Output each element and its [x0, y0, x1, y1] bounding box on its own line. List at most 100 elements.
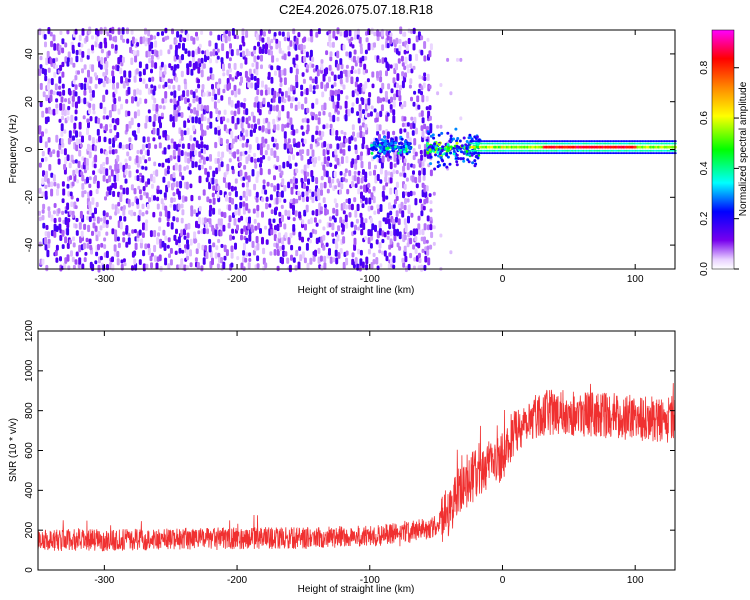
spectrogram-cell: [212, 170, 216, 178]
spectrogram-cell: [660, 145, 663, 149]
spectrogram-cell: [202, 156, 206, 165]
spectrogram-cell: [262, 31, 266, 37]
spectrogram-cell: [122, 208, 126, 216]
spectrogram-cell: [74, 84, 78, 90]
spectrogram-cell: [367, 229, 371, 237]
spectrogram-cell: [482, 152, 484, 155]
spectrogram-cell: [332, 207, 336, 214]
spectrogram-cell: [203, 147, 206, 155]
spectrogram-cell: [459, 116, 463, 121]
spectrogram-cell: [537, 152, 540, 155]
spectrogram-cell: [378, 242, 382, 249]
spectrogram-cell: [379, 263, 383, 268]
spectrogram-cell: [173, 234, 177, 241]
spectrogram-cell: [587, 140, 590, 143]
spectrogram-cell: [46, 116, 50, 123]
spectrogram-cell: [116, 65, 120, 72]
spectrogram-cell: [668, 149, 671, 152]
spectrogram-cell: [255, 68, 259, 76]
spectrogram-cell: [545, 149, 548, 152]
spectrogram-cell: [350, 76, 354, 85]
spectrogram-cell: [576, 149, 578, 152]
spectrogram-cell: [379, 110, 383, 118]
spectrogram-cell: [153, 97, 157, 104]
spectrogram-cell: [66, 254, 70, 262]
spectrogram-cell: [96, 180, 100, 189]
spectrogram-cell: [270, 38, 274, 44]
spectrogram-cell: [283, 124, 287, 129]
spectrogram-cell: [395, 216, 398, 223]
spectrogram-cell: [246, 188, 250, 196]
spectrogram-cell: [658, 140, 661, 143]
spectrogram-cell: [152, 211, 156, 218]
spectrogram-cell: [192, 37, 196, 45]
spectrogram-cell: [406, 64, 410, 69]
spectrogram-cell: [55, 64, 58, 70]
spectrogram-cell: [591, 142, 594, 145]
spectrogram-cell: [133, 111, 137, 119]
spectrogram-cell: [412, 101, 416, 107]
spectrogram-cells: [38, 26, 677, 273]
spectrogram-cell: [414, 176, 418, 184]
spectrogram-cell: [153, 244, 157, 253]
spectrogram-cell: [152, 176, 156, 184]
spectrogram-cell: [423, 223, 427, 231]
spectrogram-cell: [133, 211, 137, 217]
spectrogram-cell: [188, 170, 192, 175]
spectrogram-cell: [38, 210, 41, 216]
spectrogram-cell: [260, 89, 264, 96]
spectrogram-cell: [403, 234, 407, 241]
spectrogram-cell: [177, 143, 181, 148]
spectrogram-cell: [381, 139, 385, 143]
spectrogram-cell: [288, 155, 291, 162]
spectrogram-cell: [329, 56, 333, 62]
spectrogram-cell: [66, 183, 70, 189]
spectrogram-cell: [69, 210, 73, 216]
spectrogram-cell: [161, 162, 165, 168]
spectrogram-cell: [113, 251, 117, 257]
spectrogram-cell: [318, 264, 322, 269]
spectrogram-cell: [273, 90, 277, 99]
spectrogram-cell: [364, 56, 368, 61]
spectrogram-cell: [612, 140, 615, 143]
spectrogram-cell: [496, 152, 499, 155]
spectrogram-cell: [671, 145, 674, 149]
spectrogram-cell: [118, 96, 121, 102]
spectrogram-cell: [599, 149, 602, 152]
spectrogram-cell: [326, 82, 329, 89]
spectrogram-cell: [99, 64, 103, 70]
spectrogram-cell: [405, 152, 409, 156]
spectrogram-cell: [234, 90, 238, 98]
spectrogram-cell: [275, 104, 279, 112]
spectrogram-cell: [665, 149, 668, 152]
spectrogram-cell: [344, 168, 348, 174]
spectrogram-cell: [360, 229, 364, 236]
spectrogram-cell: [521, 145, 524, 149]
spectrogram-cell: [130, 184, 134, 191]
spectrogram-cell: [136, 149, 140, 155]
spectrogram-cell: [555, 140, 558, 143]
spectrogram-cell: [201, 244, 205, 251]
spectrogram-cell: [534, 140, 537, 143]
spectrogram-cell: [375, 257, 379, 265]
spectrogram-cell: [342, 219, 345, 224]
spectrogram-cell: [480, 142, 483, 145]
spectrogram-cell: [271, 136, 275, 142]
spectrogram-cell: [181, 249, 185, 254]
spectrogram-cell: [423, 236, 426, 245]
spectrogram-cell: [307, 219, 311, 225]
spectrogram-cell: [432, 136, 436, 140]
spectrogram-cell: [127, 110, 131, 117]
spectrogram-cell: [421, 161, 425, 167]
spectrogram-cell: [631, 152, 634, 155]
spectrogram-cell: [512, 149, 515, 152]
spectrogram-cell: [84, 77, 87, 83]
spectrogram-cell: [296, 151, 300, 156]
spectrogram-cell: [303, 36, 307, 42]
spectrogram-cell: [323, 141, 327, 148]
spectrogram-cell: [367, 42, 371, 51]
spectrogram-cell: [614, 152, 617, 155]
spectrogram-cell: [423, 149, 427, 157]
spectrogram-cell: [159, 49, 163, 56]
spectrogram-cell: [553, 145, 556, 149]
